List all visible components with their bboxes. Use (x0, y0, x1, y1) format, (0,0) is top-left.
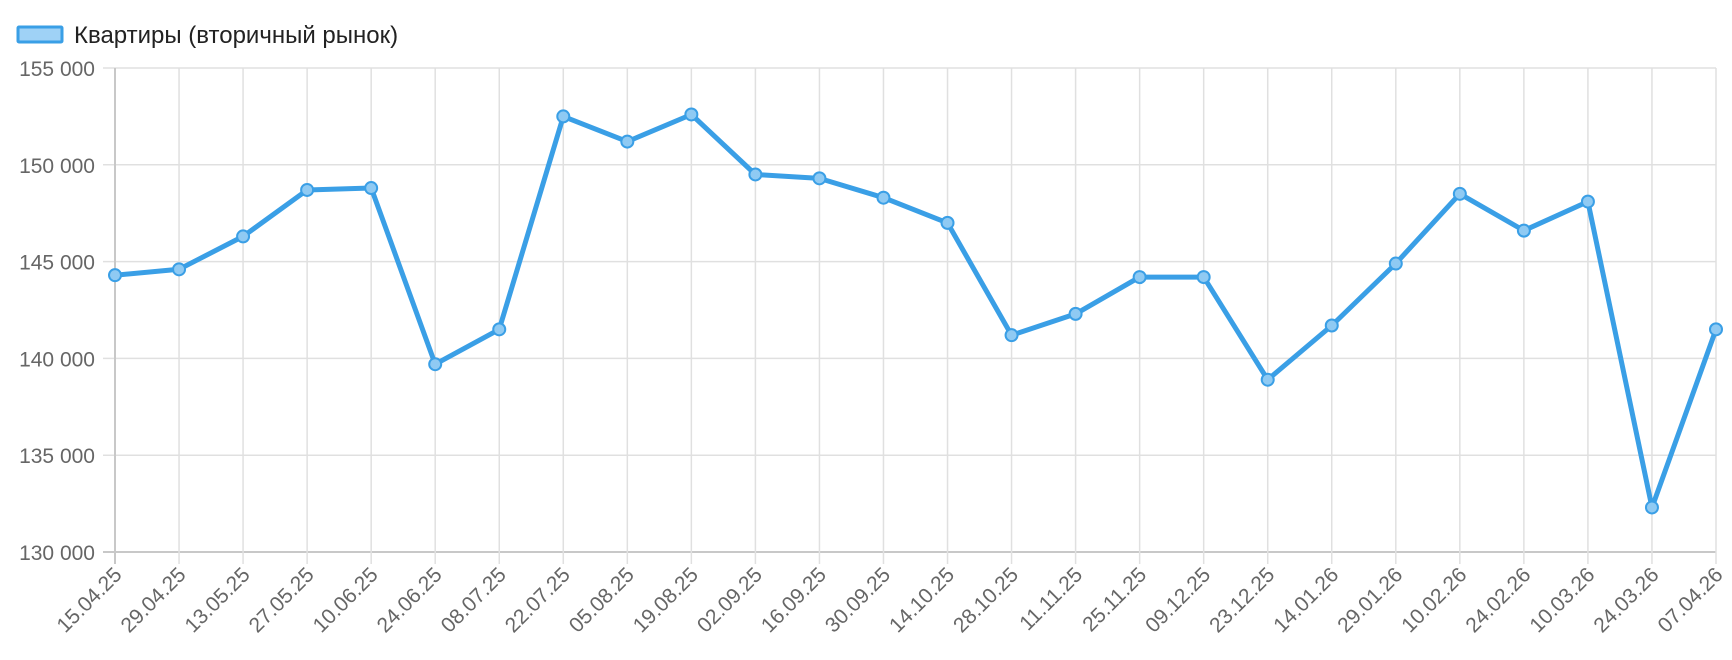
data-point[interactable] (364, 181, 379, 196)
x-tick-label: 24.02.26 (1461, 563, 1535, 637)
x-tick-label: 24.06.25 (373, 563, 447, 637)
x-tick-label: 10.06.25 (309, 563, 383, 637)
x-tick-label: 27.05.25 (245, 563, 319, 637)
x-tick-label: 02.09.25 (693, 563, 767, 637)
legend-label: Квартиры (вторичный рынок) (74, 22, 398, 49)
data-point[interactable] (1516, 223, 1531, 238)
x-tick-label: 13.05.25 (181, 563, 255, 637)
data-point[interactable] (1709, 322, 1723, 337)
data-point[interactable] (812, 171, 827, 186)
y-tick-label: 135 000 (19, 445, 95, 468)
y-tick-label: 150 000 (19, 155, 95, 178)
data-point[interactable] (428, 357, 443, 372)
data-point[interactable] (1324, 318, 1339, 333)
data-point[interactable] (236, 229, 251, 244)
data-point[interactable] (1644, 500, 1659, 515)
data-point[interactable] (1068, 306, 1083, 321)
x-tick-label: 14.01.26 (1269, 563, 1343, 637)
x-tick-label: 14.10.25 (885, 563, 959, 637)
data-point[interactable] (1196, 270, 1211, 285)
legend[interactable]: Квартиры (вторичный рынок) (16, 22, 398, 49)
data-point[interactable] (1260, 372, 1275, 387)
x-tick-label: 22.07.25 (501, 563, 575, 637)
x-tick-label: 05.08.25 (565, 563, 639, 637)
y-tick-label: 155 000 (19, 58, 95, 81)
data-point[interactable] (172, 262, 187, 277)
y-tick-label: 140 000 (19, 348, 95, 371)
x-tick-label: 15.04.25 (52, 563, 126, 637)
data-point[interactable] (684, 107, 699, 122)
x-tick-label: 08.07.25 (437, 563, 511, 637)
grid (103, 67, 1717, 564)
x-tick-label: 09.12.25 (1141, 563, 1215, 637)
x-tick-label: 11.11.25 (1015, 563, 1087, 635)
x-axis: 15.04.2529.04.2513.05.2527.05.2510.06.25… (52, 563, 1727, 637)
data-point[interactable] (300, 182, 315, 197)
data-point[interactable] (1132, 270, 1147, 285)
data-point[interactable] (1388, 256, 1403, 271)
x-tick-label: 30.09.25 (821, 563, 895, 637)
x-tick-label: 23.12.25 (1205, 563, 1279, 637)
series-line (112, 112, 1719, 510)
data-point[interactable] (1580, 194, 1595, 209)
data-point[interactable] (1004, 328, 1019, 343)
legend-swatch (16, 25, 64, 44)
y-tick-label: 145 000 (19, 252, 95, 275)
x-tick-label: 29.01.26 (1333, 563, 1407, 637)
x-tick-label: 25.11.25 (1078, 563, 1151, 636)
x-tick-label: 24.03.26 (1589, 563, 1663, 637)
data-point[interactable] (620, 134, 635, 149)
x-tick-label: 29.04.25 (117, 563, 191, 637)
x-tick-label: 28.10.25 (949, 563, 1023, 637)
data-point[interactable] (492, 322, 507, 337)
y-axis: 130 000 135 000 140 000 145 000 150 000 155 0… (19, 58, 95, 565)
data-point[interactable] (556, 109, 571, 124)
data-point[interactable] (940, 215, 955, 230)
x-tick-label: 10.03.26 (1525, 563, 1599, 637)
series-group (108, 107, 1723, 515)
data-point[interactable] (876, 190, 891, 205)
data-point[interactable] (1452, 186, 1467, 201)
data-point[interactable] (748, 167, 763, 182)
x-tick-label: 10.02.26 (1397, 563, 1471, 637)
data-point[interactable] (108, 268, 122, 283)
x-tick-label: 07.04.26 (1653, 563, 1727, 637)
x-tick-label: 16.09.25 (757, 563, 831, 637)
x-tick-label: 19.08.25 (629, 563, 703, 637)
y-tick-label: 130 000 (19, 542, 95, 565)
